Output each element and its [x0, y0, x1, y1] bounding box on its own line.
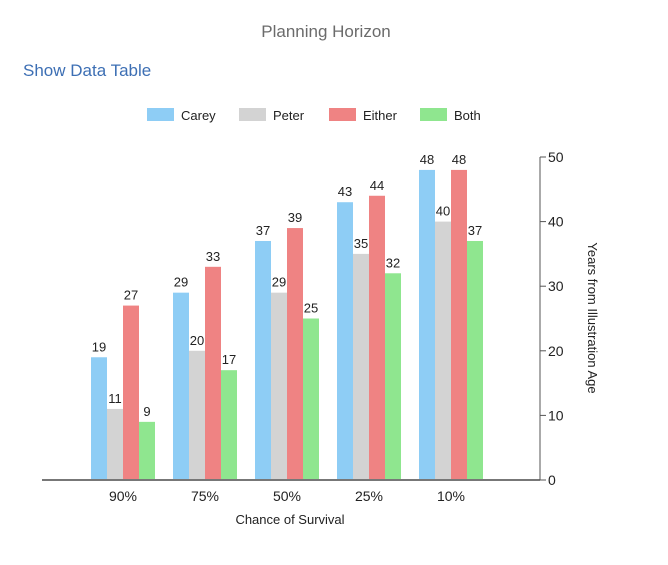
y-tick-label-20: 20: [548, 343, 564, 359]
bar-carey-10: [419, 169, 435, 481]
data-label-either-75: 33: [206, 249, 220, 264]
chart-title: Planning Horizon: [261, 22, 391, 41]
legend-swatch-either: [329, 108, 356, 121]
bar-carey-25: [337, 202, 353, 480]
data-label-peter-10: 40: [436, 204, 450, 219]
data-labels: 19 11 27 9 29 20 33 17 37 29 39 25 43 35 44 32 48 40 48 37: [92, 152, 482, 419]
legend-label-either: Either: [363, 108, 398, 123]
data-label-carey-25: 43: [338, 184, 352, 199]
data-label-carey-50: 37: [256, 223, 270, 238]
bar-peter-25: [353, 253, 369, 480]
legend-swatch-carey: [147, 108, 174, 121]
x-tick-label-50: 50%: [273, 488, 301, 504]
bar-carey-50: [255, 240, 271, 480]
data-label-carey-75: 29: [174, 275, 188, 290]
x-tick-label-10: 10%: [437, 488, 465, 504]
bar-either-10: [451, 169, 467, 481]
data-label-carey-90: 19: [92, 339, 106, 354]
bar-either-50: [287, 228, 303, 480]
y-tick-label-10: 10: [548, 407, 564, 423]
bar-both-50: [303, 318, 319, 480]
y-tick-label-0: 0: [548, 472, 556, 488]
bar-both-75: [221, 370, 237, 480]
y-axis-title: Years from Illustration Age: [585, 242, 600, 393]
bar-carey-90: [91, 357, 107, 480]
data-label-peter-25: 35: [354, 236, 368, 251]
x-tick-label-75: 75%: [191, 488, 219, 504]
bar-peter-75: [189, 350, 205, 480]
data-label-both-25: 32: [386, 255, 400, 270]
legend-label-peter: Peter: [273, 108, 305, 123]
bar-both-10: [467, 240, 483, 480]
bar-carey-75: [173, 292, 189, 480]
data-label-either-50: 39: [288, 210, 302, 225]
bar-both-25: [385, 273, 401, 480]
legend-swatch-peter: [239, 108, 266, 121]
data-label-carey-10: 48: [420, 152, 434, 167]
data-label-either-10: 48: [452, 152, 466, 167]
bar-peter-10: [435, 221, 451, 480]
y-tick-label-30: 30: [548, 278, 564, 294]
legend-label-both: Both: [454, 108, 481, 123]
bar-either-75: [205, 266, 221, 480]
y-tick-label-40: 40: [548, 214, 564, 230]
data-label-both-50: 25: [304, 301, 318, 316]
bar-peter-50: [271, 292, 287, 480]
legend-label-carey: Carey: [181, 108, 216, 123]
show-data-table-link[interactable]: Show Data Table: [23, 61, 152, 80]
data-label-both-10: 37: [468, 223, 482, 238]
y-tick-label-50: 50: [548, 149, 564, 165]
data-label-peter-75: 20: [190, 333, 204, 348]
legend-swatch-both: [420, 108, 447, 121]
data-label-both-75: 17: [222, 352, 236, 367]
legend: Carey Peter Either Both: [147, 108, 481, 123]
x-axis-title: Chance of Survival: [235, 512, 344, 527]
bar-either-90: [123, 305, 139, 480]
bar-both-90: [139, 421, 155, 480]
data-label-either-25: 44: [370, 178, 384, 193]
data-label-peter-50: 29: [272, 275, 286, 290]
bar-peter-90: [107, 408, 123, 480]
bars: [91, 169, 483, 481]
x-tick-label-90: 90%: [109, 488, 137, 504]
bar-either-25: [369, 195, 385, 480]
axes: 90% 75% 50% 25% 10% 0 10 20 30 40 50: [42, 149, 564, 504]
data-label-either-90: 27: [124, 288, 138, 303]
data-label-both-90: 9: [143, 404, 150, 419]
data-label-peter-90: 11: [108, 391, 122, 406]
x-tick-label-25: 25%: [355, 488, 383, 504]
